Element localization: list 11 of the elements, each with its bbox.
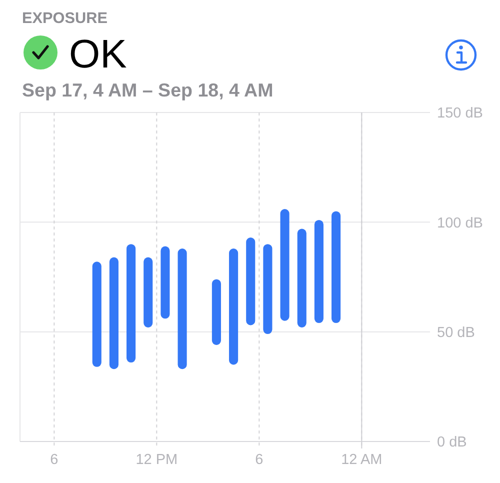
y-tick-label: 150 dB [437, 106, 483, 122]
text: OK [69, 32, 128, 76]
chart-title: EXPOSURE [22, 10, 108, 27]
x-tick-label: 12 PM [136, 452, 178, 468]
y-tick-label: 100 dB [437, 215, 483, 232]
y-tick-label: 50 dB [437, 325, 475, 342]
y-tick-label: 0 dB [437, 434, 467, 451]
x-tick-label: 6 [50, 452, 58, 468]
x-tick-label: 6 [255, 452, 264, 468]
chart-subtitle: Sep 17, 4 AM – Sep 18, 4 AM [22, 80, 274, 100]
x-tick-label: 12 AM [341, 452, 382, 468]
